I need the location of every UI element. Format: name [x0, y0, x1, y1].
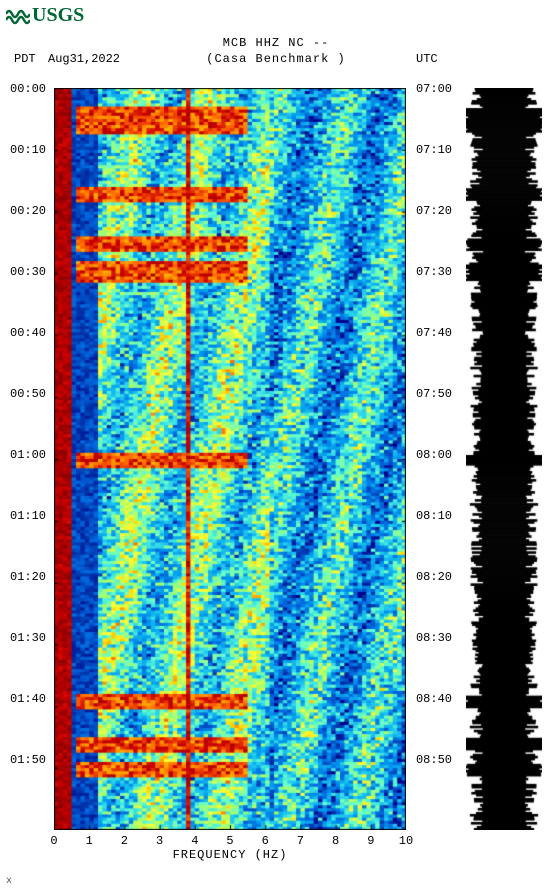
ytick-left: 00:20	[10, 204, 50, 218]
ytick-right: 07:30	[412, 265, 452, 279]
ytick-left: 01:20	[10, 570, 50, 584]
xtick: 0	[44, 834, 64, 848]
ytick-right: 07:40	[412, 326, 452, 340]
ytick-left: 00:30	[10, 265, 50, 279]
ytick-right: 07:00	[412, 82, 452, 96]
ytick-right: 08:10	[412, 509, 452, 523]
ytick-right: 08:50	[412, 753, 452, 767]
ytick-left: 01:00	[10, 448, 50, 462]
ytick-right: 07:10	[412, 143, 452, 157]
xtick: 2	[114, 834, 134, 848]
waveform-plot	[466, 88, 542, 830]
ytick-left: 00:50	[10, 387, 50, 401]
spectrogram-plot	[54, 88, 406, 830]
ytick-left: 01:50	[10, 753, 50, 767]
page: USGS MCB HHZ NC -- (Casa Benchmark ) PDT…	[0, 0, 552, 893]
date-label: Aug31,2022	[48, 52, 120, 66]
xtick: 1	[79, 834, 99, 848]
ytick-right: 07:50	[412, 387, 452, 401]
xtick: 10	[396, 834, 416, 848]
ytick-right: 07:20	[412, 204, 452, 218]
logo-text: USGS	[32, 4, 84, 27]
xtick: 3	[150, 834, 170, 848]
ytick-left: 01:10	[10, 509, 50, 523]
ytick-right: 08:00	[412, 448, 452, 462]
ytick-left: 00:10	[10, 143, 50, 157]
ytick-right: 08:30	[412, 631, 452, 645]
ytick-right: 08:40	[412, 692, 452, 706]
ytick-left: 00:00	[10, 82, 50, 96]
right-timezone: UTC	[416, 52, 438, 66]
xtick: 6	[255, 834, 275, 848]
xtick: 8	[326, 834, 346, 848]
xtick: 9	[361, 834, 381, 848]
left-timezone: PDT	[14, 52, 36, 66]
xtick: 5	[220, 834, 240, 848]
ytick-left: 01:30	[10, 631, 50, 645]
ytick-left: 00:40	[10, 326, 50, 340]
usgs-logo: USGS	[6, 4, 84, 27]
footer-mark: x	[6, 876, 12, 887]
station-code: MCB HHZ NC --	[0, 36, 552, 50]
ytick-left: 01:40	[10, 692, 50, 706]
ytick-right: 08:20	[412, 570, 452, 584]
xtick: 4	[185, 834, 205, 848]
wave-icon	[6, 6, 30, 26]
xtick: 7	[290, 834, 310, 848]
x-axis-label: FREQUENCY (HZ)	[54, 848, 406, 862]
